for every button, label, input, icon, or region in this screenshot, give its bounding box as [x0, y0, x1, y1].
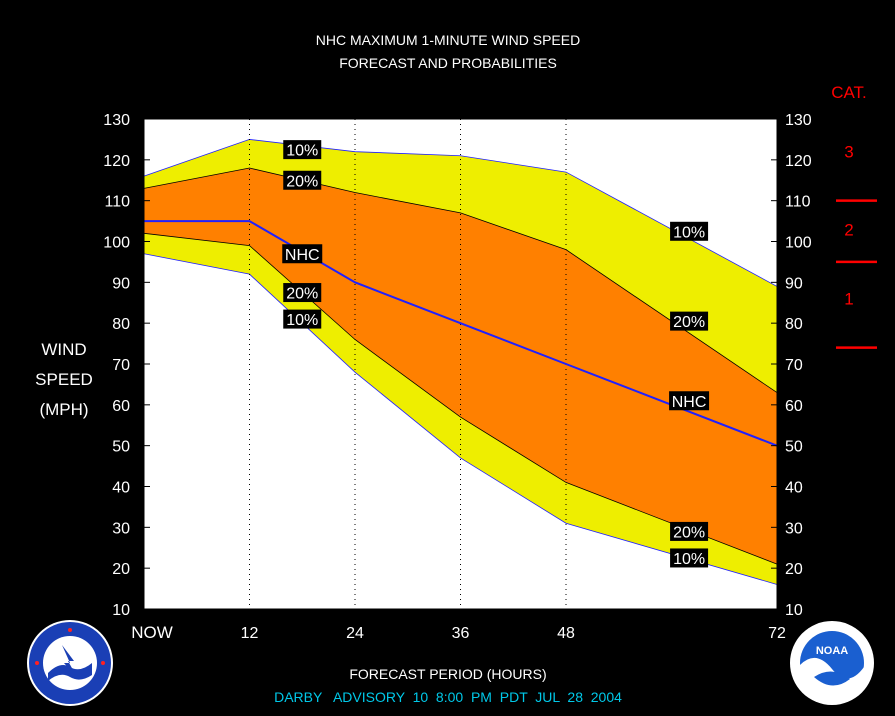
band-label-box [670, 521, 709, 541]
chart-title-line-2: FORECAST AND PROBABILITIES [339, 55, 557, 71]
y-tick-label-left: 70 [112, 357, 130, 374]
band-label-box [669, 391, 710, 411]
band-label: 20% [286, 286, 318, 303]
band-20-percent [144, 168, 777, 565]
band-label: 20% [673, 314, 705, 331]
band-label-box [283, 140, 322, 160]
x-tick-label: 48 [557, 625, 575, 642]
band-label: 10% [673, 551, 705, 568]
band-label: 20% [286, 173, 318, 190]
y-tick-label-right: 100 [785, 235, 812, 252]
series-edge-lower-10 [143, 253, 778, 585]
left-y-axis: 10 20 30 40 50 60 70 80 90 100 110 120 130 [103, 112, 150, 619]
right-y-axis: 10 20 30 40 50 60 70 80 90 100 110 120 130 [771, 112, 812, 619]
band-label-box [283, 170, 322, 190]
band-label: 10% [286, 312, 318, 329]
y-tick-label-right: 50 [785, 439, 803, 456]
y-tick-label-right: 10 [785, 602, 803, 619]
y-tick-label-right: 20 [785, 561, 803, 578]
band-label-box [283, 283, 322, 303]
nws-logo [27, 620, 113, 706]
category-title: CAT. [831, 83, 867, 102]
series-edge-upper-10 [143, 139, 778, 287]
band-label-box [670, 221, 709, 241]
noaa-logo-text: NOAA [816, 645, 848, 657]
series-edge-upper-20 [143, 167, 778, 393]
band-label-box [282, 244, 323, 264]
x-tick-label: 24 [346, 625, 364, 642]
category-label: 3 [844, 143, 853, 162]
band-label: 20% [673, 524, 705, 541]
category-scale: CAT. 3 2 1 [831, 83, 877, 349]
noaa-logo: NOAA [790, 621, 874, 705]
y-tick-label-right: 80 [785, 316, 803, 333]
band-label-box [670, 548, 709, 568]
y-tick-label-left: 30 [112, 520, 130, 537]
y-tick-label-left: 90 [112, 275, 130, 292]
y-tick-label-right: 130 [785, 112, 812, 129]
y-tick-label-right: 60 [785, 398, 803, 415]
band-label: 10% [286, 143, 318, 160]
nhc-forecast-line [144, 220, 778, 447]
band-label: NHC [285, 247, 320, 264]
y-tick-label-left: 60 [112, 398, 130, 415]
x-tick-label: NOW [131, 623, 173, 642]
category-label: 1 [844, 290, 853, 309]
band-label-box [283, 309, 322, 329]
y-axis-label-line-3: (MPH) [39, 400, 88, 419]
band-label-box [670, 311, 709, 331]
x-tick-label: 12 [241, 625, 259, 642]
y-tick-label-left: 100 [103, 235, 130, 252]
series-edge-lower-20 [143, 232, 778, 565]
y-tick-label-left: 110 [104, 194, 130, 211]
x-tick-label: 36 [452, 625, 470, 642]
y-tick-label-right: 110 [785, 194, 811, 211]
x-axis: NOW 12 24 36 48 72 [131, 623, 786, 642]
advisory-line: DARBY ADVISORY 10 8:00 PM PDT JUL 28 200… [274, 689, 622, 705]
band-label: 10% [673, 224, 705, 241]
y-tick-label-right: 40 [785, 480, 803, 497]
chart-title-line-1: NHC MAXIMUM 1-MINUTE WIND SPEED [316, 32, 580, 48]
band-label: NHC [672, 394, 707, 411]
x-axis-label: FORECAST PERIOD (HOURS) [349, 666, 546, 682]
y-axis-label-line-2: SPEED [35, 370, 93, 389]
y-tick-label-right: 90 [785, 275, 803, 292]
category-label: 2 [844, 220, 853, 239]
y-tick-label-right: 70 [785, 357, 803, 374]
y-axis-label-line-1: WIND [41, 340, 86, 359]
y-tick-label-left: 20 [112, 561, 130, 578]
y-tick-label-right: 120 [785, 153, 812, 170]
y-tick-label-left: 50 [112, 439, 130, 456]
y-tick-label-left: 40 [112, 480, 130, 497]
band-labels: 10% 20% NHC 20% 10% 10% 20% NHC 20% 10% [282, 140, 710, 568]
y-tick-label-left: 130 [103, 112, 130, 129]
x-tick-label: 72 [768, 625, 786, 642]
y-tick-label-left: 80 [112, 316, 130, 333]
y-tick-label-left: 10 [112, 602, 130, 619]
y-tick-label-left: 120 [103, 153, 130, 170]
y-tick-label-right: 30 [785, 520, 803, 537]
